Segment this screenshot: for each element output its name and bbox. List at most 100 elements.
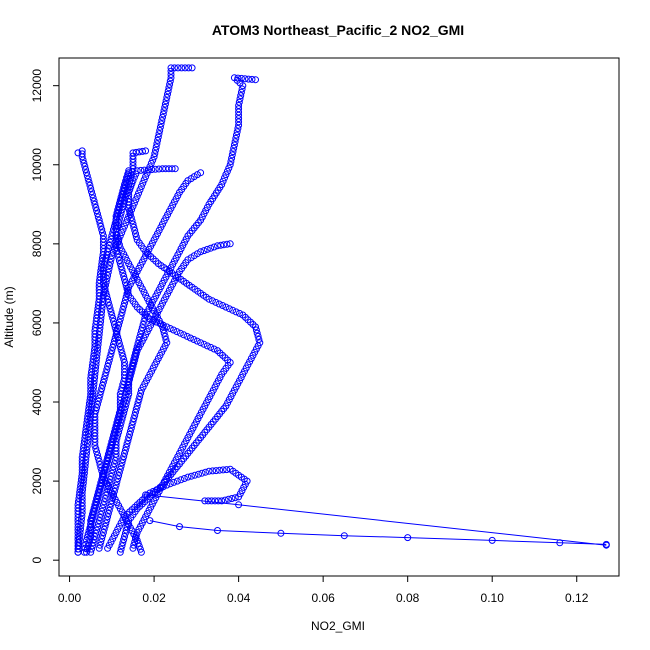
data-point — [97, 510, 105, 518]
data-point — [211, 497, 219, 505]
data-point — [198, 469, 206, 477]
data-point — [129, 202, 137, 210]
data-point — [104, 510, 112, 517]
data-point — [164, 90, 171, 98]
data-point — [93, 207, 101, 215]
data-point — [132, 196, 140, 204]
data-point — [80, 473, 88, 480]
data-point — [109, 434, 117, 442]
data-point — [125, 169, 133, 177]
data-point — [135, 189, 143, 197]
data-point — [108, 438, 116, 446]
data-point — [163, 339, 171, 347]
data-point — [115, 412, 123, 420]
data-point — [118, 542, 126, 550]
data-point — [153, 140, 161, 148]
data-point — [236, 309, 243, 317]
data-point — [132, 349, 139, 357]
data-point — [111, 425, 119, 433]
data-point — [119, 539, 127, 547]
data-point — [159, 110, 167, 118]
data-point — [106, 238, 114, 246]
data-point — [96, 321, 104, 329]
data-point — [110, 337, 118, 345]
data-point — [76, 529, 84, 536]
data-point — [171, 64, 178, 72]
data-point — [121, 296, 129, 304]
data-point — [107, 350, 115, 358]
data-point — [98, 385, 106, 393]
data-point — [235, 111, 243, 119]
data-point — [137, 389, 145, 397]
data-point — [204, 497, 212, 505]
data-point — [101, 372, 109, 380]
data-point — [180, 475, 188, 482]
data-point — [133, 402, 141, 410]
data-point — [191, 471, 199, 479]
data-point — [104, 295, 112, 303]
data-point — [102, 491, 110, 499]
data-point — [151, 165, 159, 173]
data-point — [140, 166, 148, 174]
data-point — [200, 247, 208, 255]
data-point — [112, 331, 120, 339]
data-point — [107, 472, 115, 480]
data-point — [148, 166, 156, 174]
data-point — [92, 204, 100, 211]
data-point — [118, 309, 126, 317]
data-point — [119, 352, 127, 360]
data-point — [134, 539, 142, 547]
data-point — [89, 507, 97, 515]
data-point — [121, 403, 129, 411]
data-point — [81, 466, 89, 474]
data-point — [159, 113, 166, 121]
data-point — [125, 434, 133, 442]
data-point — [226, 240, 234, 248]
data-point — [98, 226, 106, 234]
data-point — [122, 293, 130, 301]
data-point — [110, 463, 117, 471]
data-point — [77, 525, 84, 533]
data-point — [197, 248, 205, 256]
data-point — [119, 269, 127, 277]
data-point — [113, 478, 121, 486]
data-point — [207, 343, 215, 351]
data-point — [235, 121, 243, 129]
data-point — [126, 430, 134, 438]
data-point — [94, 337, 102, 345]
data-point — [118, 459, 126, 467]
data-point — [89, 390, 97, 398]
data-point — [96, 461, 104, 468]
data-point — [74, 149, 82, 157]
data-point — [159, 326, 167, 334]
data-point — [222, 171, 230, 179]
data-point — [229, 306, 237, 314]
data-point — [114, 210, 122, 218]
data-point — [223, 167, 231, 175]
data-point — [112, 216, 120, 224]
data-point — [76, 532, 84, 540]
data-point — [167, 71, 175, 78]
data-point — [155, 130, 163, 138]
data-point — [135, 396, 143, 404]
data-point — [119, 306, 127, 313]
data-point — [190, 336, 198, 343]
data-point — [170, 326, 177, 334]
data-point — [209, 467, 217, 475]
data-point — [121, 275, 128, 283]
data-point — [130, 415, 138, 423]
data-point — [94, 520, 102, 528]
data-point — [111, 219, 119, 227]
data-point — [177, 476, 185, 484]
data-point — [101, 257, 109, 265]
data-point — [98, 507, 106, 515]
data-point — [110, 428, 118, 436]
data-point — [90, 504, 98, 512]
data-point — [235, 102, 243, 109]
data-point — [235, 115, 243, 123]
data-point — [97, 464, 105, 472]
data-point — [127, 214, 135, 222]
data-point — [216, 466, 224, 474]
data-point — [212, 298, 220, 306]
data-point — [142, 173, 150, 181]
